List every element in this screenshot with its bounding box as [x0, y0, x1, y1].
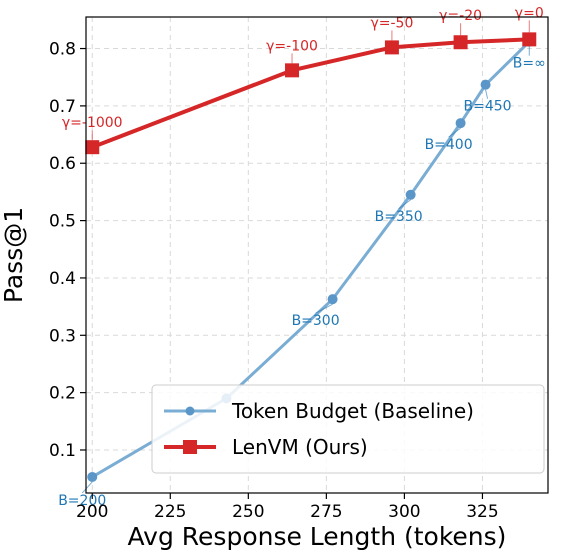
lenvm-series-line: [91, 37, 530, 150]
baseline-annotation-arrow: [448, 127, 461, 138]
lenvm-point-label: γ=-50: [370, 15, 413, 31]
y-tick-label: 0.8: [49, 40, 76, 60]
axis-ticks: 200 225 250 275 300 325 0.1 0.2 0.3 0.4 0.5 0.6 0.7 0…: [49, 40, 499, 522]
lenvm-point: [522, 32, 537, 47]
baseline-point: [455, 118, 466, 129]
y-tick-label: 0.6: [49, 154, 76, 174]
baseline-point: [405, 189, 416, 200]
baseline-point: [327, 294, 338, 305]
lenvm-point: [85, 140, 100, 155]
y-tick-label: 0.4: [49, 269, 76, 289]
y-axis-label: Pass@1: [0, 207, 28, 303]
baseline-point-label: B=300: [292, 313, 340, 329]
baseline-annotation-arrow: [81, 481, 93, 494]
baseline-annotation-arrow: [485, 89, 489, 99]
x-tick-label: 275: [310, 502, 342, 522]
baseline-annotation-arrow: [398, 199, 411, 210]
x-tick-label: 325: [466, 502, 498, 522]
baseline-point-label: B=400: [425, 137, 473, 153]
baseline-point-label: B=450: [464, 99, 512, 115]
baseline-point: [480, 79, 491, 90]
lenvm-point-label: γ=-1000: [62, 115, 123, 131]
y-tick-label: 0.7: [49, 97, 76, 117]
baseline-point: [87, 471, 98, 482]
baseline-annotation-arrow: [315, 303, 333, 314]
legend: Token Budget (Baseline) LenVM (Ours): [151, 384, 545, 474]
lenvm-point: [285, 63, 300, 78]
y-tick-label: 0.5: [49, 212, 76, 232]
x-tick-label: 225: [154, 502, 186, 522]
x-tick-label: 250: [232, 502, 264, 522]
lenvm-point: [384, 40, 399, 55]
legend-baseline-marker: [185, 406, 195, 416]
y-tick-label: 0.1: [49, 441, 76, 461]
x-tick-label: 300: [388, 502, 420, 522]
plot-frame: [85, 16, 549, 494]
legend-lenvm-marker: [183, 440, 197, 454]
legend-lenvm-label: LenVM (Ours): [232, 435, 368, 459]
baseline-point-label: B=200: [58, 493, 106, 509]
legend-box: [151, 384, 545, 474]
x-tick-label: 200: [76, 502, 108, 522]
point-annotations: B=200 B=300 B=350 B=400 B=450 B=∞ γ=-1000 γ=-10…: [58, 5, 546, 509]
lenvm-point-label: γ=0: [515, 5, 544, 21]
lenvm-point-label: γ=-100: [266, 38, 318, 54]
x-axis-label: Avg Response Length (tokens): [128, 522, 507, 551]
baseline-point-label: B=∞: [513, 56, 546, 72]
lenvm-point: [453, 35, 468, 50]
y-tick-label: 0.2: [49, 384, 76, 404]
lenvm-point-label: γ=-20: [439, 8, 482, 24]
baseline-point-label: B=350: [375, 209, 423, 225]
legend-baseline-label: Token Budget (Baseline): [231, 399, 474, 423]
y-tick-label: 0.3: [49, 326, 76, 346]
